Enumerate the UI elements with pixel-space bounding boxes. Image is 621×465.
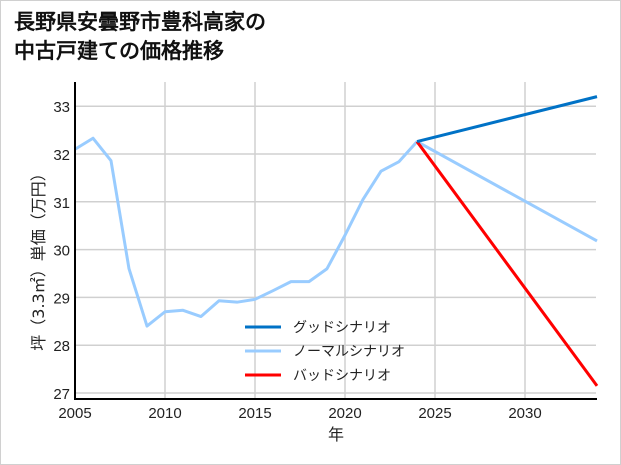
y-tick-labels: 33 32 31 30 29 28 27 [53,99,70,403]
x-axis-label: 年 [328,425,344,444]
x-tick-label: 2010 [148,405,181,422]
chart-title: 長野県安曇野市豊科高家の 中古戸建ての価格推移 [14,8,266,66]
x-tick-label: 2030 [508,405,541,422]
y-tick-label: 33 [53,99,70,116]
x-tick-label: 2015 [238,405,271,422]
axes [74,82,597,400]
data-lines [74,95,599,387]
good-scenario-line [416,95,598,144]
normal-scenario-line [416,140,598,243]
x-tick-label: 2025 [418,405,451,422]
history-line [74,136,419,328]
x-tick-label: 2020 [328,405,361,422]
x-tick-labels: 2005 2010 2015 2020 2025 2030 [58,405,541,422]
chart-title-line1: 長野県安曇野市豊科高家の [14,10,266,34]
legend-label: ノーマルシナリオ [293,344,405,360]
legend-item: バッドシナリオ [245,368,391,384]
y-tick-label: 27 [53,386,70,403]
legend-item: ノーマルシナリオ [245,344,405,360]
x-tick-label: 2005 [58,405,91,422]
y-tick-label: 29 [53,290,70,307]
bad-scenario-line [415,140,599,387]
y-axis-label: 坪（3.3㎡）単価（万円） [29,165,48,350]
y-tick-label: 31 [53,195,70,212]
chart-title-line2: 中古戸建ての価格推移 [14,39,224,63]
y-tick-label: 32 [53,147,70,164]
legend-label: グッドシナリオ [293,320,391,336]
legend-label: バッドシナリオ [293,368,391,384]
legend-item: グッドシナリオ [245,320,391,336]
y-tick-label: 28 [53,338,70,355]
y-tick-label: 30 [53,243,70,260]
